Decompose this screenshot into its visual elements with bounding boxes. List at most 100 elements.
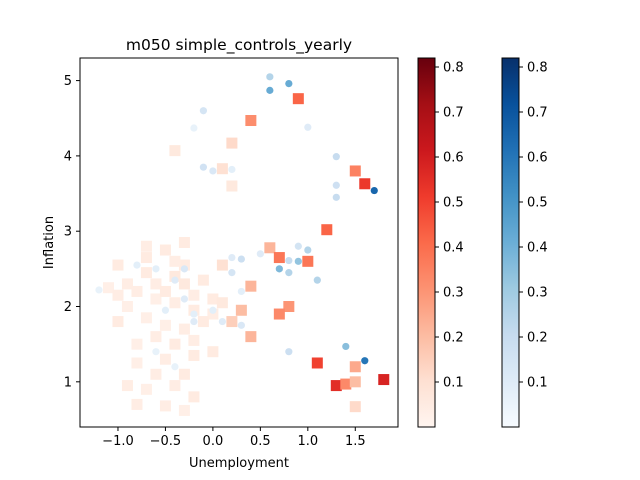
y-tick-label: 2 <box>64 300 72 315</box>
square-marker <box>169 380 181 392</box>
square-marker <box>197 316 209 328</box>
y-tick-label: 5 <box>64 74 72 89</box>
square-marker <box>226 137 238 149</box>
square-marker <box>178 259 190 271</box>
square-marker <box>140 240 152 252</box>
y-axis-ticks: 1 2 3 4 5 <box>64 74 80 390</box>
square-marker <box>235 304 247 316</box>
square-marker <box>321 224 333 236</box>
square-marker <box>169 145 181 157</box>
square-marker <box>207 346 219 358</box>
colorbar-reds-tick-label: 0.8 <box>443 61 464 76</box>
square-marker <box>188 289 200 301</box>
circle-marker <box>209 167 217 175</box>
square-marker <box>378 374 390 386</box>
plot-markers <box>95 73 390 416</box>
square-marker <box>216 163 228 175</box>
circle-marker <box>370 186 378 195</box>
square-marker <box>121 380 133 392</box>
y-tick-label: 3 <box>64 225 72 240</box>
circle-marker <box>180 265 189 273</box>
x-tick-label: 0.5 <box>250 434 271 449</box>
circle-marker <box>190 124 198 132</box>
x-tick-label: −0.5 <box>150 434 182 449</box>
square-marker <box>349 165 361 177</box>
square-marker <box>349 376 361 388</box>
square-marker <box>159 319 171 331</box>
circle-marker <box>332 153 340 161</box>
colorbar-reds-tick-label: 0.4 <box>443 241 464 256</box>
square-marker <box>112 316 124 328</box>
colorbar-reds-tick-label: 0.6 <box>443 151 464 166</box>
square-marker <box>159 353 171 365</box>
square-marker <box>207 308 219 320</box>
colorbar-reds-tick-label: 0.5 <box>443 196 464 211</box>
x-tick-label: 1.0 <box>297 434 318 449</box>
circle-marker <box>266 86 274 94</box>
square-marker <box>188 349 200 361</box>
square-marker <box>188 304 200 316</box>
circle-marker <box>161 306 170 314</box>
circle-marker <box>133 261 141 269</box>
square-marker <box>349 361 361 373</box>
circle-marker <box>285 80 293 88</box>
circle-marker <box>285 269 293 277</box>
square-marker <box>245 331 257 343</box>
circle-marker <box>237 321 245 329</box>
circle-marker <box>304 246 312 254</box>
colorbar-blues-tick-label: 0.4 <box>527 241 548 256</box>
y-tick-label: 4 <box>64 149 72 164</box>
square-marker <box>245 115 257 127</box>
colorbar-blues-tick-label: 0.3 <box>527 286 548 301</box>
plot-frame <box>79 57 399 428</box>
colorbar-reds-tick-label: 0.3 <box>443 286 464 301</box>
square-marker <box>178 404 190 416</box>
circle-marker <box>304 123 312 131</box>
square-marker <box>178 278 190 290</box>
colorbar-blues-tick-label: 0.7 <box>527 106 548 121</box>
square-marker <box>159 400 171 412</box>
square-marker <box>159 244 171 256</box>
square-marker <box>292 93 304 105</box>
circle-marker <box>294 257 302 265</box>
colorbar-reds-tick-label: 0.2 <box>443 331 464 346</box>
circle-marker <box>266 73 274 81</box>
colorbar-blues: 0.1 0.2 0.3 0.4 0.5 0.6 0.7 0.8 <box>501 57 548 428</box>
colorbar-reds-tick-label: 0.7 <box>443 106 464 121</box>
circle-marker <box>275 265 283 273</box>
square-marker <box>121 278 133 290</box>
square-marker <box>169 297 181 309</box>
circle-marker <box>294 242 302 250</box>
colorbar-blues-gradient <box>501 57 520 428</box>
colorbar-blues-tick-label: 0.5 <box>527 196 548 211</box>
colorbar-blues-tick-label: 0.8 <box>527 61 548 76</box>
colorbar-reds: 0.1 0.2 0.3 0.4 0.5 0.6 0.7 0.8 <box>417 57 464 428</box>
circle-marker <box>180 295 189 303</box>
circle-marker <box>152 265 160 273</box>
circle-marker <box>171 276 179 284</box>
colorbar-blues-tick-label: 0.1 <box>527 376 548 391</box>
square-marker <box>112 259 124 271</box>
circle-marker <box>237 255 245 263</box>
square-marker <box>340 378 352 390</box>
square-marker <box>226 316 238 328</box>
square-marker <box>140 312 152 324</box>
circle-marker <box>218 317 226 326</box>
square-marker <box>140 267 152 279</box>
square-marker <box>169 255 181 267</box>
square-marker <box>121 301 133 313</box>
square-marker <box>197 274 209 286</box>
circle-marker <box>285 348 293 356</box>
circle-marker <box>171 363 179 371</box>
colorbar-reds-tick-label: 0.1 <box>443 376 464 391</box>
circle-marker <box>256 250 264 258</box>
circle-marker <box>228 269 236 277</box>
square-marker <box>216 297 228 309</box>
square-marker <box>140 383 152 395</box>
square-marker <box>102 282 114 294</box>
square-marker <box>273 252 285 264</box>
square-marker <box>283 301 295 313</box>
circle-marker <box>332 193 340 201</box>
circle-marker <box>332 181 340 189</box>
